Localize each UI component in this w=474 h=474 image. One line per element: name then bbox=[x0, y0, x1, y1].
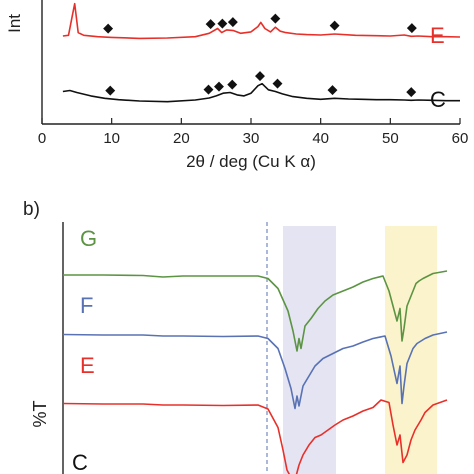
series-label-G: G bbox=[80, 226, 97, 251]
series-label-C: C bbox=[72, 450, 88, 474]
series-label-E: E bbox=[80, 353, 95, 378]
series-label-E: E bbox=[430, 23, 445, 48]
peak-marker: ◆ bbox=[228, 13, 238, 28]
x-tick-label: 10 bbox=[103, 130, 120, 147]
panel-b-highlight-bands bbox=[283, 226, 437, 474]
panel-b-y-axis-label: %T bbox=[30, 400, 50, 427]
series-label-F: F bbox=[80, 293, 93, 318]
peak-marker: ◆ bbox=[330, 17, 340, 32]
peak-marker: ◆ bbox=[204, 81, 214, 96]
panel-a-y-axis-label: Int bbox=[5, 14, 24, 33]
panel-b-plot-area: G F E C bbox=[62, 226, 448, 474]
peak-marker: ◆ bbox=[406, 83, 416, 98]
peak-marker: ◆ bbox=[272, 75, 282, 90]
peak-marker: ◆ bbox=[214, 78, 224, 93]
series-line-E bbox=[62, 399, 448, 474]
series-line-F bbox=[62, 331, 448, 410]
peak-marker: ◆ bbox=[328, 81, 338, 96]
series-line-E bbox=[62, 2, 461, 40]
panel-a-xrd-chart: Int 0 10 20 30 40 50 60 ◆ ◆ ◆ ◆ ◆ ◆ ◆ E◆ ◆ ◆ ◆◆◆ ◆ ◆ C 2θ /… bbox=[5, 0, 468, 171]
peak-marker: ◆ bbox=[217, 15, 227, 30]
x-tick-label: 0 bbox=[38, 130, 46, 147]
peak-marker: ◆ bbox=[255, 68, 265, 83]
x-tick-label: 20 bbox=[173, 130, 190, 147]
x-tick-label: 40 bbox=[312, 130, 329, 147]
peak-marker: ◆ bbox=[206, 15, 216, 30]
peak-marker: ◆ bbox=[227, 76, 237, 91]
panel-b-ir-chart: G F E C %T bbox=[30, 222, 448, 474]
panel-b-label: b) bbox=[23, 199, 40, 220]
peak-marker: ◆ bbox=[407, 19, 417, 34]
peak-marker: ◆ bbox=[270, 10, 280, 25]
panel-a-x-ticks: 0 10 20 30 40 50 60 bbox=[38, 118, 469, 147]
panel-a-plot-area: ◆ ◆ ◆ ◆ ◆ ◆ ◆ E◆ ◆ ◆ ◆◆◆ ◆ ◆ C bbox=[62, 2, 461, 112]
panel-a-x-axis-label: 2θ / deg (Cu K α) bbox=[186, 152, 316, 171]
x-tick-label: 30 bbox=[243, 130, 260, 147]
highlight-band bbox=[385, 226, 437, 474]
x-tick-label: 50 bbox=[382, 130, 399, 147]
highlight-band bbox=[283, 226, 336, 474]
series-label-C: C bbox=[430, 87, 446, 112]
series-line-G bbox=[63, 270, 448, 352]
peak-marker: ◆ bbox=[103, 20, 113, 35]
x-tick-label: 60 bbox=[452, 130, 469, 147]
peak-marker: ◆ bbox=[105, 82, 115, 97]
series-line-C bbox=[62, 82, 460, 103]
